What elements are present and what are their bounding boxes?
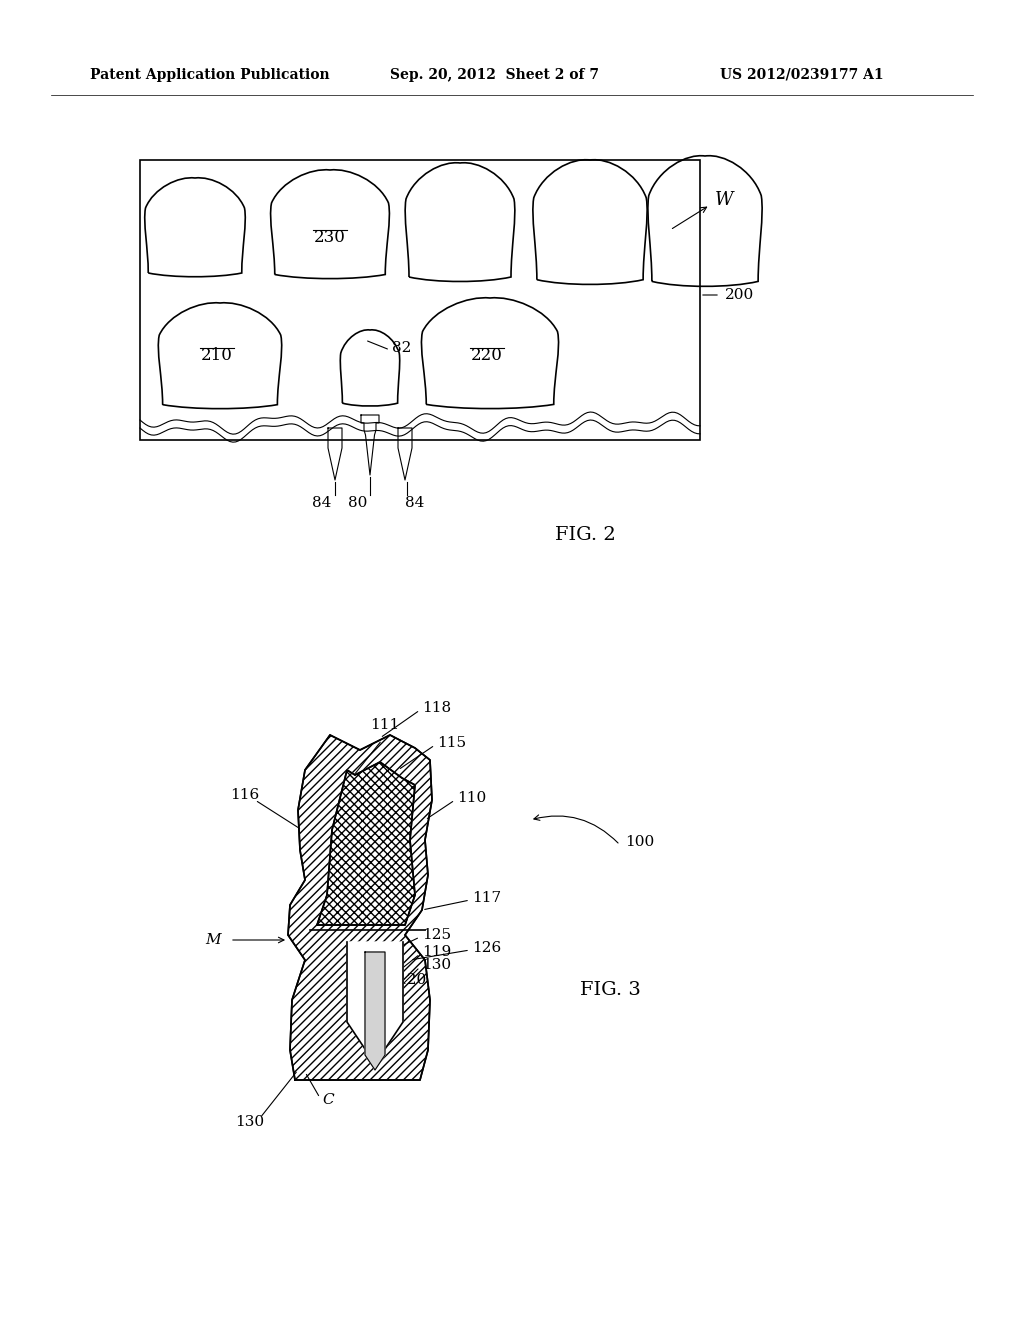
Text: 116: 116 (230, 788, 259, 803)
Text: 230: 230 (314, 228, 346, 246)
Text: M: M (205, 933, 220, 946)
Text: 119: 119 (422, 945, 452, 960)
Text: 84: 84 (406, 496, 425, 510)
Text: Patent Application Publication: Patent Application Publication (90, 69, 330, 82)
Bar (140, 160, 700, 440)
Text: 100: 100 (625, 836, 654, 849)
Text: 120: 120 (397, 973, 426, 987)
Text: 220: 220 (471, 346, 503, 363)
Polygon shape (347, 942, 403, 1065)
Polygon shape (288, 735, 432, 1080)
Polygon shape (365, 952, 385, 1071)
Text: 84: 84 (312, 496, 332, 510)
Text: 117: 117 (472, 891, 501, 906)
Text: W: W (715, 191, 733, 209)
Text: 82: 82 (392, 341, 412, 355)
Text: 200: 200 (725, 288, 755, 302)
Text: 126: 126 (472, 941, 502, 954)
Text: Sep. 20, 2012  Sheet 2 of 7: Sep. 20, 2012 Sheet 2 of 7 (390, 69, 599, 82)
Text: 111: 111 (370, 718, 399, 733)
Text: 115: 115 (437, 737, 466, 750)
Text: 125: 125 (422, 928, 452, 942)
Text: C: C (322, 1093, 334, 1107)
Text: 80: 80 (348, 496, 368, 510)
Text: 130: 130 (422, 958, 452, 972)
Text: US 2012/0239177 A1: US 2012/0239177 A1 (720, 69, 884, 82)
Text: 110: 110 (457, 791, 486, 805)
Text: 210: 210 (201, 346, 232, 363)
Text: FIG. 2: FIG. 2 (555, 525, 615, 544)
Text: 118: 118 (422, 701, 452, 715)
Polygon shape (317, 762, 415, 925)
Text: 130: 130 (234, 1115, 264, 1129)
Text: FIG. 3: FIG. 3 (580, 981, 641, 999)
